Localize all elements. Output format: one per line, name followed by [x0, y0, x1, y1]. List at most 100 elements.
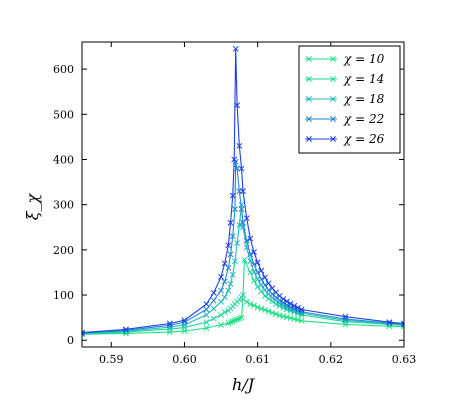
data-point: [229, 192, 236, 199]
data-point: [232, 45, 239, 52]
series-1: [82, 295, 404, 338]
data-point: [401, 320, 404, 327]
series-4: [82, 158, 404, 336]
data-point: [254, 283, 261, 290]
y-tick-label: 0: [67, 334, 74, 347]
data-point: [294, 316, 301, 323]
legend-entry: χ = 10: [305, 52, 385, 66]
data-point: [251, 261, 257, 268]
series-line: [82, 259, 404, 335]
data-point: [210, 297, 217, 304]
data-point: [181, 317, 188, 324]
data-point: [218, 298, 224, 305]
data-point: [122, 327, 129, 334]
legend-marker: [306, 76, 312, 82]
data-point: [227, 219, 234, 226]
legend-marker: [330, 56, 336, 62]
data-point: [251, 249, 257, 256]
data-point: [251, 302, 257, 309]
series-layer: [82, 45, 404, 338]
plot-frame: [81, 41, 405, 348]
data-point: [287, 315, 294, 322]
data-point: [218, 311, 224, 318]
data-point: [231, 258, 238, 265]
data-point: [203, 311, 210, 318]
legend-marker: [330, 136, 336, 142]
data-point: [238, 314, 245, 321]
y-axis-label: ξ_χ: [23, 192, 42, 220]
data-point: [225, 264, 232, 271]
data-point: [386, 320, 393, 327]
y-tick-label: 100: [53, 289, 74, 302]
series-5: [82, 45, 404, 336]
legend-entry: χ = 14: [305, 72, 384, 86]
data-point: [240, 188, 246, 195]
data-point: [262, 306, 268, 313]
legend-marker: [306, 56, 312, 62]
data-point: [258, 267, 265, 274]
data-point: [272, 311, 279, 317]
y-tick-label: 400: [53, 153, 74, 166]
legend-entry: χ = 22: [305, 112, 384, 126]
data-point: [258, 276, 265, 283]
legend-marker: [330, 96, 336, 102]
y-tick-label: 500: [53, 108, 74, 121]
x-tick-label: 0.62: [319, 353, 344, 366]
data-point: [218, 287, 224, 294]
data-point: [240, 292, 246, 298]
data-point: [247, 235, 254, 242]
data-point: [298, 317, 305, 324]
data-point: [251, 277, 257, 284]
data-point: [280, 296, 287, 303]
x-tick-label: 0.59: [99, 353, 124, 366]
data-point: [236, 222, 243, 228]
data-point: [280, 313, 287, 320]
data-point: [265, 308, 272, 315]
data-point: [231, 156, 238, 163]
data-point: [254, 259, 261, 266]
data-point: [262, 282, 268, 289]
data-point: [203, 319, 210, 326]
legend-label: χ = 26: [343, 132, 385, 146]
legend-marker: [306, 96, 312, 102]
data-point: [229, 271, 236, 278]
data-point: [243, 215, 250, 222]
data-point: [247, 301, 254, 308]
data-point: [229, 233, 236, 240]
data-point: [276, 312, 283, 319]
data-point: [122, 326, 129, 333]
data-point: [254, 269, 261, 276]
data-point: [181, 321, 188, 328]
data-point: [225, 242, 232, 249]
data-point: [294, 304, 301, 311]
data-point: [203, 325, 210, 331]
data-point: [247, 251, 254, 258]
legend-label: χ = 22: [343, 112, 384, 126]
data-point: [231, 206, 238, 213]
series-3: [82, 201, 404, 337]
x-tick-label: 0.60: [172, 353, 197, 366]
data-point: [236, 142, 243, 149]
data-point: [240, 219, 246, 226]
x-tick-label: 0.61: [245, 353, 270, 366]
legend-marker: [306, 116, 312, 122]
data-point: [210, 305, 217, 312]
data-point: [234, 165, 241, 172]
data-point: [283, 298, 290, 305]
data-point: [234, 102, 241, 109]
data-point: [251, 268, 257, 275]
data-point: [221, 294, 228, 301]
legend-label: χ = 10: [343, 52, 385, 66]
data-point: [386, 319, 393, 326]
data-point: [247, 269, 254, 276]
data-point: [269, 309, 276, 316]
data-point: [291, 302, 298, 309]
data-point: [227, 251, 234, 258]
data-point: [238, 165, 245, 172]
legend-label: χ = 14: [343, 72, 384, 86]
data-point: [258, 305, 265, 312]
data-point: [221, 278, 228, 285]
legend-entry: χ = 26: [305, 132, 385, 146]
data-point: [241, 256, 248, 263]
legend: χ = 10 χ = 14 χ = 18 χ = 22 χ = 26: [298, 45, 401, 154]
